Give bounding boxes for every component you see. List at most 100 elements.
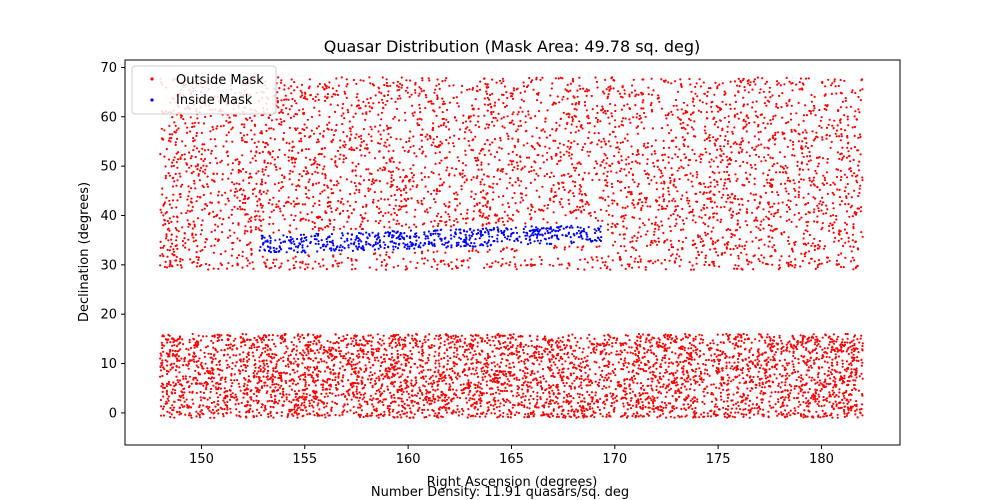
- data-point-outside-mask: [439, 342, 442, 345]
- data-point-outside-mask: [568, 339, 571, 342]
- data-point-outside-mask: [630, 145, 633, 148]
- data-point-outside-mask: [370, 139, 373, 142]
- data-point-outside-mask: [845, 414, 848, 417]
- data-point-outside-mask: [663, 258, 667, 262]
- data-point-outside-mask: [246, 364, 249, 367]
- data-point-outside-mask: [636, 149, 640, 152]
- data-point-outside-mask: [260, 178, 263, 181]
- data-point-outside-mask: [445, 169, 448, 172]
- data-point-outside-mask: [755, 145, 758, 148]
- data-point-outside-mask: [405, 390, 408, 393]
- data-point-outside-mask: [492, 191, 495, 194]
- data-point-outside-mask: [582, 360, 585, 363]
- data-point-outside-mask: [461, 162, 465, 165]
- data-point-outside-mask: [319, 265, 322, 268]
- data-point-outside-mask: [243, 382, 246, 385]
- data-point-outside-mask: [406, 375, 409, 378]
- data-point-outside-mask: [751, 361, 754, 364]
- data-point-outside-mask: [598, 378, 601, 381]
- data-point-outside-mask: [231, 367, 234, 370]
- data-point-outside-mask: [576, 246, 579, 249]
- data-point-outside-mask: [737, 211, 740, 215]
- data-point-outside-mask: [767, 410, 770, 413]
- data-point-outside-mask: [775, 105, 778, 108]
- data-point-outside-mask: [675, 253, 679, 256]
- data-point-outside-mask: [813, 220, 816, 223]
- data-point-outside-mask: [693, 104, 696, 107]
- data-point-outside-mask: [165, 235, 168, 238]
- data-point-outside-mask: [618, 92, 622, 95]
- series-outside-mask: [159, 76, 864, 419]
- data-point-outside-mask: [291, 161, 294, 164]
- data-point-outside-mask: [459, 340, 462, 343]
- data-point-outside-mask: [762, 172, 765, 175]
- data-point-outside-mask: [453, 174, 456, 177]
- data-point-outside-mask: [604, 143, 607, 146]
- data-point-outside-mask: [623, 217, 626, 220]
- data-point-outside-mask: [516, 344, 519, 347]
- data-point-outside-mask: [571, 116, 574, 119]
- data-point-outside-mask: [699, 372, 703, 375]
- data-point-outside-mask: [470, 381, 473, 384]
- data-point-outside-mask: [786, 145, 789, 148]
- data-point-outside-mask: [823, 360, 827, 363]
- data-point-outside-mask: [519, 201, 522, 204]
- data-point-outside-mask: [445, 411, 448, 414]
- data-point-outside-mask: [731, 130, 734, 133]
- data-point-outside-mask: [687, 347, 690, 350]
- data-point-outside-mask: [644, 201, 647, 204]
- data-point-outside-mask: [609, 145, 612, 148]
- data-point-outside-mask: [505, 389, 509, 393]
- data-point-outside-mask: [287, 354, 290, 357]
- data-point-outside-mask: [707, 186, 710, 189]
- data-point-outside-mask: [190, 197, 193, 200]
- data-point-outside-mask: [702, 411, 706, 414]
- data-point-outside-mask: [196, 379, 199, 382]
- data-point-outside-mask: [405, 415, 408, 418]
- data-point-outside-mask: [350, 373, 353, 376]
- data-point-outside-mask: [429, 206, 432, 209]
- data-point-outside-mask: [552, 184, 555, 187]
- data-point-outside-mask: [600, 140, 603, 143]
- data-point-outside-mask: [603, 92, 606, 95]
- data-point-outside-mask: [831, 416, 834, 419]
- data-point-outside-mask: [319, 227, 322, 230]
- data-point-outside-mask: [191, 227, 194, 230]
- data-point-outside-mask: [693, 389, 696, 392]
- data-point-outside-mask: [415, 185, 418, 189]
- data-point-outside-mask: [402, 390, 405, 394]
- data-point-outside-mask: [225, 140, 228, 143]
- data-point-outside-mask: [856, 338, 859, 341]
- data-point-outside-mask: [860, 358, 863, 361]
- data-point-outside-mask: [675, 222, 678, 225]
- data-point-outside-mask: [634, 257, 637, 260]
- data-point-outside-mask: [498, 392, 501, 395]
- data-point-outside-mask: [230, 379, 233, 382]
- data-point-outside-mask: [486, 341, 489, 345]
- data-point-outside-mask: [846, 341, 849, 344]
- data-point-outside-mask: [301, 362, 304, 365]
- data-point-outside-mask: [490, 412, 493, 415]
- data-point-outside-mask: [200, 399, 203, 402]
- data-point-outside-mask: [318, 152, 321, 156]
- data-point-outside-mask: [351, 161, 354, 164]
- data-point-outside-mask: [822, 174, 825, 177]
- data-point-outside-mask: [516, 391, 519, 394]
- data-point-outside-mask: [653, 223, 657, 226]
- data-point-outside-mask: [571, 118, 575, 121]
- data-point-outside-mask: [620, 264, 623, 267]
- data-point-outside-mask: [316, 379, 319, 382]
- data-point-outside-mask: [181, 183, 184, 186]
- data-point-outside-mask: [511, 213, 515, 217]
- data-point-outside-mask: [319, 358, 322, 361]
- data-point-outside-mask: [840, 135, 843, 138]
- data-point-outside-mask: [434, 362, 437, 365]
- data-point-outside-mask: [183, 232, 186, 235]
- data-point-outside-mask: [362, 128, 365, 131]
- data-point-outside-mask: [317, 227, 320, 230]
- data-point-outside-mask: [719, 220, 722, 224]
- data-point-outside-mask: [336, 149, 340, 153]
- data-point-outside-mask: [392, 149, 395, 152]
- data-point-outside-mask: [204, 362, 207, 365]
- data-point-outside-mask: [529, 381, 533, 384]
